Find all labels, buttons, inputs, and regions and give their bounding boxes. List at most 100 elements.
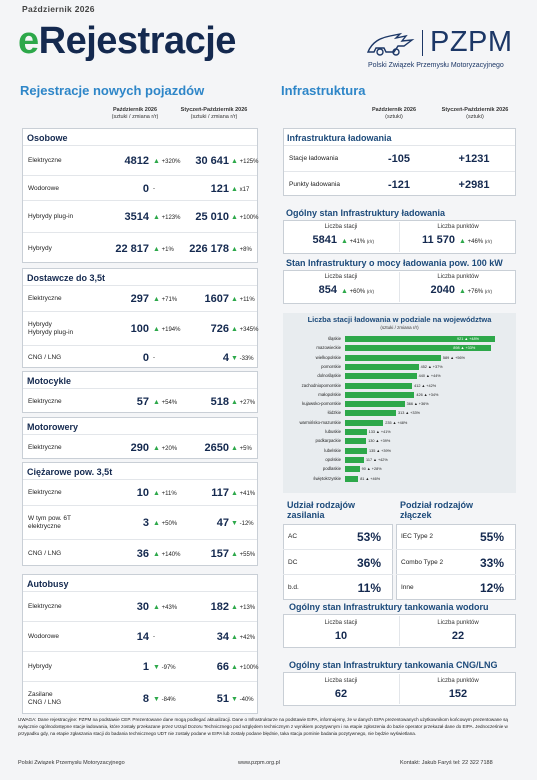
left-col1-header: Październik 2026 (sztuki / zmiana r/r) [111,107,159,120]
right-col2-header: Styczeń-Październik 2026 (sztuki) [441,107,509,120]
row-value-ytd: 726 [210,323,229,335]
row-value-ytd: 226 178 [189,243,229,255]
chart-bar-value: 130 ▲ +39% [368,439,391,444]
row-label: Elektryczne [28,295,62,302]
chart-category-label: kujawsko-pomorskie [302,401,341,407]
chart-bar [345,382,413,389]
arrow-up-icon: ▲ [231,399,238,406]
row-value-ytd: 34 [216,631,229,643]
chart-category-label: pomorskie [321,363,341,369]
share-row: Combo Type 2 33% [396,549,516,574]
fast-charging-title: Stan Infrastruktury o mocy ładowania pow… [286,258,503,268]
chart-bar-value: 589 ▲ +56% [442,355,465,360]
row-change-month: ▲ +1% [153,246,174,253]
stations-value: 5841 [312,234,337,246]
points-value: 152 [448,688,468,700]
connector-type-box: Podział rodzajów złączek IEC Type 2 55% Com… [396,500,516,600]
points-change: +46% [467,239,484,245]
stations-value: 854 [318,284,337,296]
chart-category-label: małopolskie [318,391,341,397]
table-row: Hybrydy 22 817 ▲ +1% 226 178 ▲ +8% [23,232,257,264]
row-change-ytd: ▲ +100% [231,664,259,671]
share-label: b.d. [288,584,299,591]
chart-category-label: warmińsko-mazurskie [299,419,341,425]
chart-bar-value: 366 ▲ +36% [406,402,429,407]
share-row: DC 36% [283,549,393,574]
chart-category-label: śląskie [327,336,341,341]
arrow-up-icon: ▲ [153,490,160,497]
row-value-month: 297 [130,293,149,305]
title-e: e [18,20,39,62]
row-label: Hybrydy [28,663,52,670]
arrow-up-icon: ▲ [231,185,238,193]
chart-category-label: zachodniopomorskie [301,382,341,388]
arrow-up-icon: ▲ [153,296,160,303]
points-change: +76% [467,289,484,295]
table-row: Stacje ładowania -105 +1231 [284,145,515,171]
chart-category-label: dolnośląskie [317,373,341,379]
cng-box: Ogólny stan Infrastruktury tankowania CN… [283,660,516,706]
table-row: Punkty ładowania -121 +2981 [284,171,515,196]
chart-bar [345,391,415,398]
fast-charging-box: Stan Infrastruktury o mocy ładowania pow… [283,258,516,304]
row-value-month: 3514 [124,211,149,223]
row-change-month: ▲ +11% [153,490,177,497]
row-change-month: ▲ +71% [153,296,178,303]
chart-category-label: łódzkie [327,410,341,416]
row-value-ytd: 182 [210,601,229,613]
chart-title: Liczba stacji ładowania w podziale na wo… [307,315,492,324]
stations-value: 62 [334,688,348,700]
share-value: 53% [356,530,381,544]
chart-category-label: lubelskie [324,447,341,453]
points-label: Liczba punktów [437,274,479,280]
chart-bar-value: 313 ▲ +33% [397,411,420,416]
right-col1-header: Październik 2026 (sztuki) [371,107,417,120]
page-title: eRejestracje [18,20,236,63]
chart-bar-value: 135 ▲ +39% [368,448,392,453]
share-value: 36% [356,556,381,570]
chart-category-label: mazowieckie [316,345,341,351]
hydrogen-box: Ogólny stan Infrastruktury tankowania wo… [283,602,516,648]
logo-name: PZPM [430,26,513,58]
row-value-ytd: 1607 [204,293,229,305]
row-change-month: ▲ +194% [153,326,181,333]
share-row: b.d. 11% [283,574,393,599]
share-label: Combo Type 2 [401,559,444,566]
row-label: Punkty ładowania [289,181,340,188]
stations-change: +41% [349,239,366,245]
row-value-month: 57 [136,396,149,408]
arrow-up-icon: ▲ [153,604,160,611]
share-value: 33% [479,556,504,570]
chart-bar-value: 440 ▲ +44% [418,374,441,379]
chart-bar-value: 412 ▲ +42% [414,383,437,388]
chart-bar [345,363,419,370]
share-label: AC [288,533,298,540]
arrow-up-icon: ▲ [231,634,238,641]
row-label: CNG / LNG [28,354,62,361]
row-value-month: -121 [387,179,411,191]
row-change-ytd: ▲ +100% [231,214,259,221]
chart-bar [345,438,367,445]
share-value: 11% [357,581,381,595]
arrow-up-icon: ▲ [231,664,238,671]
chart-bar-value: 117 ▲ +42% [366,457,388,462]
stations-label: Liczba stacji [324,678,358,684]
row-value-month: 22 817 [115,243,149,255]
footer-url[interactable]: www.pzpm.org.pl [238,760,280,766]
row-change-month: ▲ +320% [153,158,181,165]
table-row: W tym pow. 6T elektryczne 3 ▲ +50% 47 ▼ -12% [23,505,257,539]
row-value-month: 10 [136,487,149,499]
row-value-month: 8 [142,693,149,705]
stations-label: Liczba stacji [324,620,358,626]
row-label: W tym pow. 6T elektryczne [28,515,71,530]
vehicle-group: Autobusy Elektryczne 30 ▲ +43% 182 ▲ +13% Wodo… [22,574,258,714]
arrow-up-icon: ▲ [153,158,160,165]
row-value-ytd: 4 [222,352,229,364]
arrow-down-icon: ▼ [153,696,160,703]
vehicle-group: Osobowe Elektryczne 4812 ▲ +320% 30 641 ▲ +12… [22,128,258,263]
row-value-month: 1 [142,661,149,673]
table-row: Hybrydy plug-in 3514 ▲ +123% 25 010 ▲ +100% [23,200,259,232]
arrow-up-icon: ▲ [153,399,160,406]
group-title: Autobusy [27,579,69,589]
group-title: Ciężarowe pow. 3,5t [27,467,113,477]
